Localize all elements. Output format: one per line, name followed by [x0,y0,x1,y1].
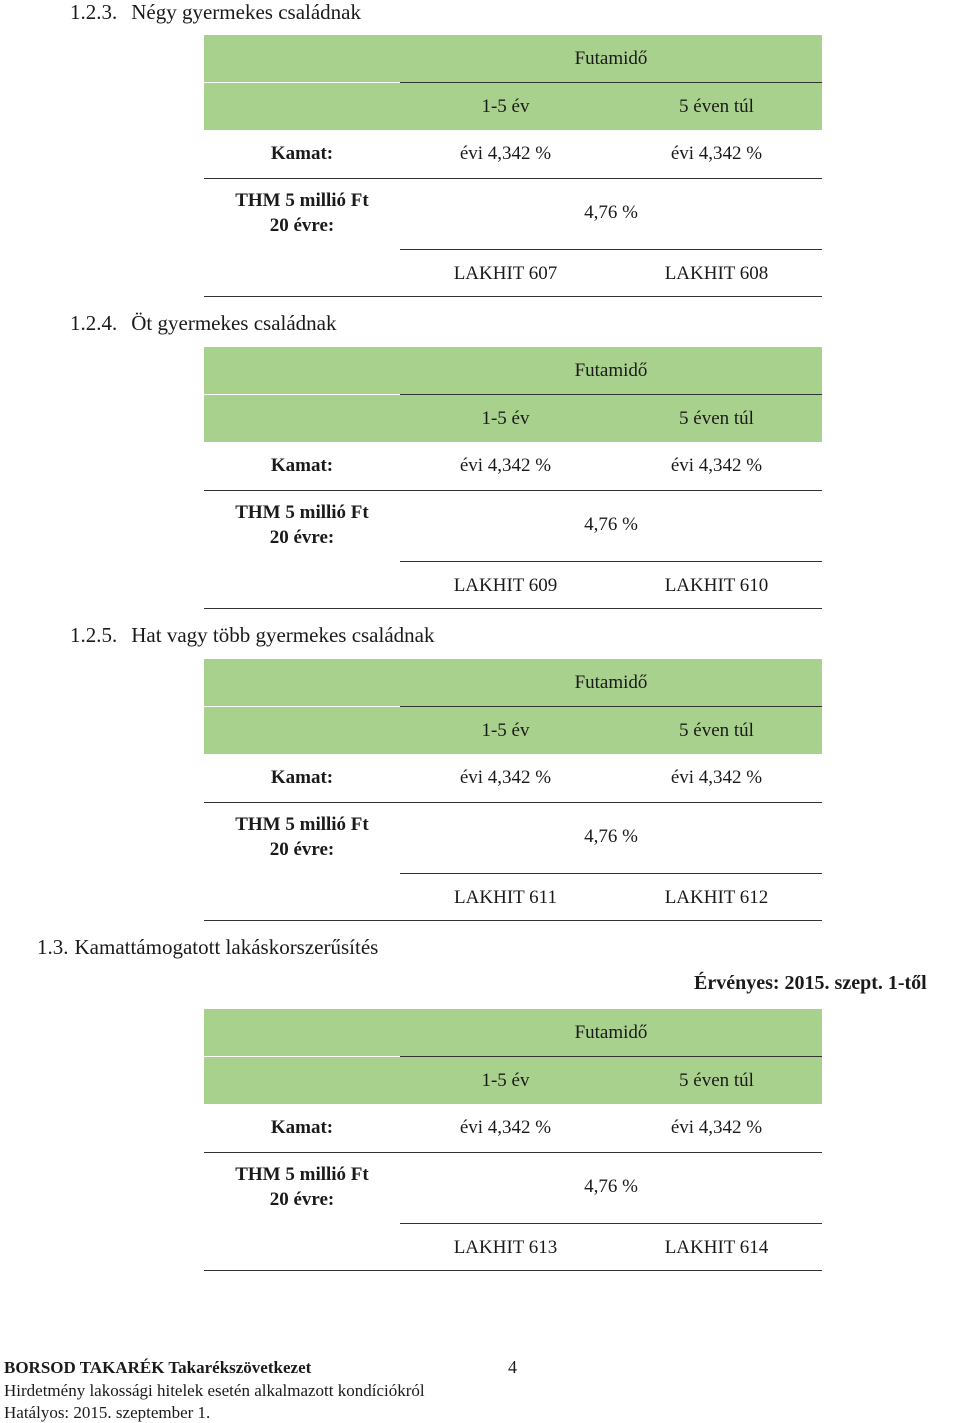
section-title: Kamattámogatott lakáskorszerűsítés [74,935,379,959]
kamat-value-1: évi 4,342 % [459,1117,552,1138]
term-over-5: 5 éven túl [679,408,754,429]
product-code-1: LAKHIT 607 [453,263,558,284]
section-number: 1.3. [37,935,69,959]
header-row-futamido: Futamidő [204,347,822,394]
section-title: Hat vagy több gyermekes családnak [131,623,435,647]
rate-table: Futamidő 1-5 év 5 éven túl Kamat: évi 4,… [204,35,822,297]
section-heading: 1.2.4. Öt gyermekes családnak [70,311,337,336]
footer-company: BORSOD TAKARÉK Takarékszövetkezet [4,1358,312,1377]
kamat-row: Kamat: évi 4,342 % évi 4,342 % [204,1104,822,1152]
header-row-futamido: Futamidő [204,35,822,82]
rate-table: Futamidő 1-5 év 5 éven túl Kamat: évi 4,… [204,659,822,921]
kamat-label: Kamat: [270,143,334,164]
thm-row: THM 5 millió Ft 20 évre: 4,76 % [204,491,822,561]
section-title: Négy gyermekes családnak [131,0,361,24]
header-row-futamido: Futamidő [204,659,822,706]
product-code-row: LAKHIT 613 LAKHIT 614 [204,1224,822,1270]
thm-label-line2: 20 évre: [269,215,335,236]
product-code-2: LAKHIT 610 [664,575,769,596]
product-code-2: LAKHIT 614 [664,1237,769,1258]
section-heading: 1.2.5. Hat vagy több gyermekes családnak [70,623,434,648]
term-1-5: 1-5 év [481,96,530,117]
term-over-5: 5 éven túl [679,1070,754,1091]
kamat-row: Kamat: évi 4,342 % évi 4,342 % [204,442,822,490]
term-1-5: 1-5 év [481,1070,530,1091]
thm-row: THM 5 millió Ft 20 évre: 4,76 % [204,179,822,249]
term-over-5: 5 éven túl [679,720,754,741]
footer-effective-date: Hatályos: 2015. szeptember 1. [4,1403,211,1422]
header-row-terms: 1-5 év 5 éven túl [204,395,822,442]
section-number: 1.2.3. [70,0,118,24]
product-code-1: LAKHIT 609 [453,575,558,596]
product-code-row: LAKHIT 607 LAKHIT 608 [204,250,822,296]
section-heading: 1.3. Kamattámogatott lakáskorszerűsítés [37,935,378,960]
term-over-5: 5 éven túl [679,96,754,117]
section-heading: 1.2.3. Négy gyermekes családnak [70,0,361,25]
rate-table: Futamidő 1-5 év 5 éven túl Kamat: évi 4,… [204,347,822,609]
term-1-5: 1-5 év [481,408,530,429]
thm-label-line2: 20 évre: [269,1189,335,1210]
kamat-label: Kamat: [270,1117,334,1138]
thm-row: THM 5 millió Ft 20 évre: 4,76 % [204,1153,822,1223]
thm-label-line2: 20 évre: [269,527,335,548]
product-code-row: LAKHIT 611 LAKHIT 612 [204,874,822,920]
futamido-label: Futamidő [574,48,648,69]
header-row-terms: 1-5 év 5 éven túl [204,1057,822,1104]
futamido-label: Futamidő [574,360,648,381]
thm-label-line1: THM 5 millió Ft [235,814,369,835]
kamat-label: Kamat: [270,455,334,476]
product-code-2: LAKHIT 612 [664,887,769,908]
header-row-terms: 1-5 év 5 éven túl [204,83,822,130]
kamat-value-1: évi 4,342 % [459,767,552,788]
kamat-value-2: évi 4,342 % [670,767,763,788]
valid-from-note: Érvényes: 2015. szept. 1-től [694,972,927,994]
footer-doc-title: Hirdetmény lakossági hitelek esetén alka… [4,1381,425,1400]
thm-label-line1: THM 5 millió Ft [235,1164,369,1185]
page-number: 4 [508,1357,517,1377]
section-number: 1.2.5. [70,623,118,647]
thm-value: 4,76 % [584,202,638,223]
product-code-1: LAKHIT 611 [454,887,557,908]
futamido-label: Futamidő [574,1022,648,1043]
kamat-value-2: évi 4,342 % [670,455,763,476]
kamat-label: Kamat: [270,767,334,788]
thm-row: THM 5 millió Ft 20 évre: 4,76 % [204,803,822,873]
product-code-2: LAKHIT 608 [664,263,769,284]
futamido-label: Futamidő [574,672,648,693]
thm-value: 4,76 % [584,1176,638,1197]
header-row-futamido: Futamidő [204,1009,822,1056]
thm-label-line1: THM 5 millió Ft [235,502,369,523]
kamat-value-1: évi 4,342 % [459,455,552,476]
thm-value: 4,76 % [584,826,638,847]
kamat-value-2: évi 4,342 % [670,143,763,164]
header-row-terms: 1-5 év 5 éven túl [204,707,822,754]
product-code-row: LAKHIT 609 LAKHIT 610 [204,562,822,608]
kamat-row: Kamat: évi 4,342 % évi 4,342 % [204,754,822,802]
section-title: Öt gyermekes családnak [131,311,337,335]
term-1-5: 1-5 év [481,720,530,741]
section-number: 1.2.4. [70,311,118,335]
thm-label-line1: THM 5 millió Ft [235,190,369,211]
rate-table: Futamidő 1-5 év 5 éven túl Kamat: évi 4,… [204,1009,822,1271]
product-code-1: LAKHIT 613 [453,1237,558,1258]
kamat-value-1: évi 4,342 % [459,143,552,164]
kamat-row: Kamat: évi 4,342 % évi 4,342 % [204,130,822,178]
thm-value: 4,76 % [584,514,638,535]
kamat-value-2: évi 4,342 % [670,1117,763,1138]
thm-label-line2: 20 évre: [269,839,335,860]
